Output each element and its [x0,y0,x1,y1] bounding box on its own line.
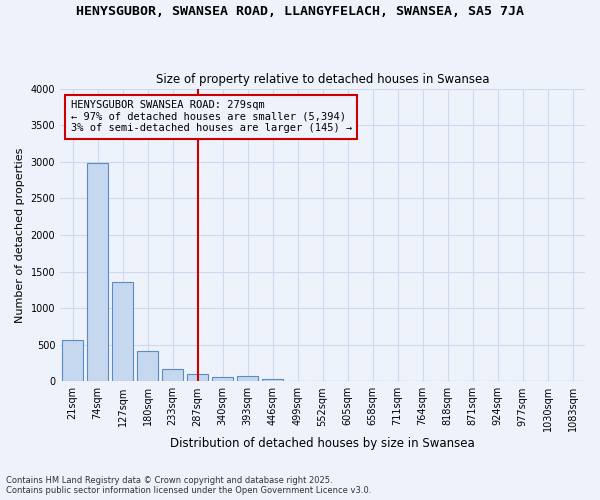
X-axis label: Distribution of detached houses by size in Swansea: Distribution of detached houses by size … [170,437,475,450]
Bar [62,340,83,382]
Bar [112,282,133,382]
Bar [137,350,158,382]
Bar [212,378,233,382]
Title: Size of property relative to detached houses in Swansea: Size of property relative to detached ho… [156,73,490,86]
Bar [187,374,208,382]
Text: HENYSGUBOR, SWANSEA ROAD, LLANGYFELACH, SWANSEA, SA5 7JA: HENYSGUBOR, SWANSEA ROAD, LLANGYFELACH, … [76,5,524,18]
Bar [87,163,108,382]
Text: Contains HM Land Registry data © Crown copyright and database right 2025.
Contai: Contains HM Land Registry data © Crown c… [6,476,371,495]
Bar [162,368,183,382]
Bar [237,376,258,382]
Bar [262,379,283,382]
Y-axis label: Number of detached properties: Number of detached properties [15,148,25,322]
Text: HENYSGUBOR SWANSEA ROAD: 279sqm
← 97% of detached houses are smaller (5,394)
3% : HENYSGUBOR SWANSEA ROAD: 279sqm ← 97% of… [71,100,352,134]
